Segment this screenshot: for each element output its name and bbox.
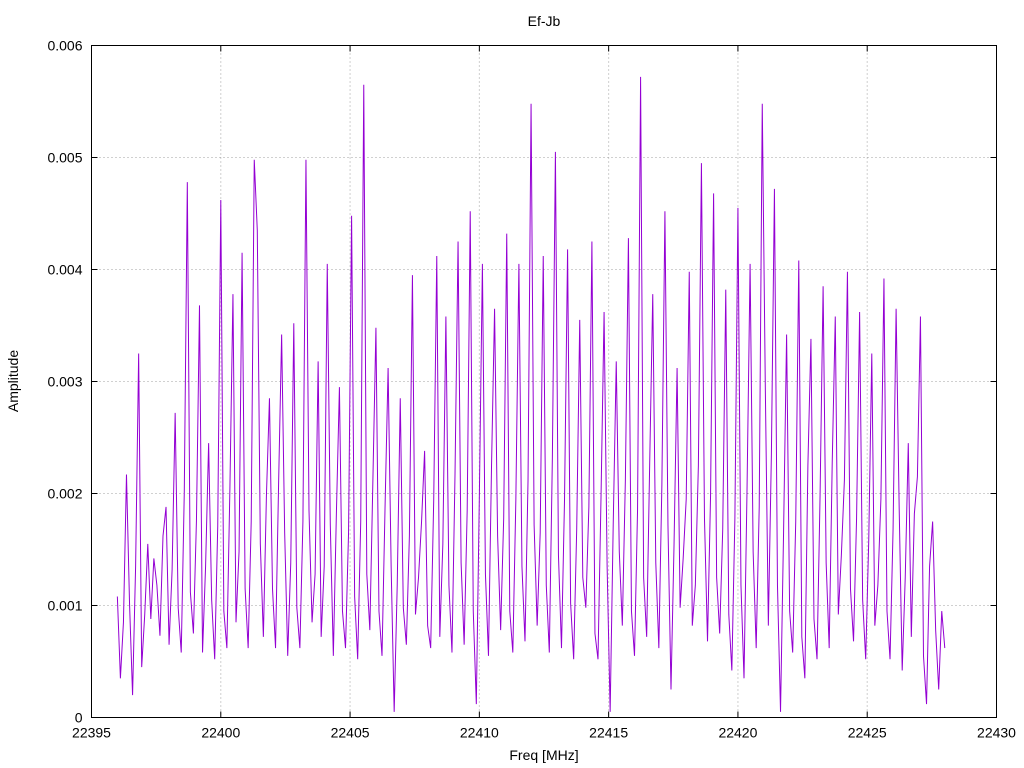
y-tick-label: 0.006 xyxy=(47,38,82,54)
y-axis-label: Amplitude xyxy=(5,350,21,412)
chart-title: Ef-Jb xyxy=(528,13,561,29)
axis-ticks xyxy=(91,45,997,718)
x-tick-labels: 22395 22400 22405 22410 22415 22420 22425 22430 xyxy=(72,725,1016,741)
x-tick-label: 22395 xyxy=(72,725,111,741)
x-axis-label: Freq [MHz] xyxy=(509,747,578,763)
y-tick-label: 0.001 xyxy=(47,598,82,614)
x-tick-label: 22400 xyxy=(201,725,240,741)
data-series xyxy=(116,76,946,712)
x-tick-label: 22410 xyxy=(460,725,499,741)
y-tick-label: 0.002 xyxy=(47,486,82,502)
x-tick-label: 22430 xyxy=(977,725,1016,741)
x-tick-label: 22420 xyxy=(718,725,757,741)
y-tick-labels: 0 0.001 0.002 0.003 0.004 0.005 0.006 xyxy=(47,38,82,726)
amplitude-line xyxy=(116,76,946,712)
y-tick-label: 0.003 xyxy=(47,374,82,390)
x-tick-label: 22405 xyxy=(331,725,370,741)
x-tick-label: 22415 xyxy=(589,725,628,741)
y-tick-label: 0.005 xyxy=(47,150,82,166)
y-tick-label: 0 xyxy=(75,710,83,726)
x-tick-label: 22425 xyxy=(848,725,887,741)
y-tick-label: 0.004 xyxy=(47,262,82,278)
